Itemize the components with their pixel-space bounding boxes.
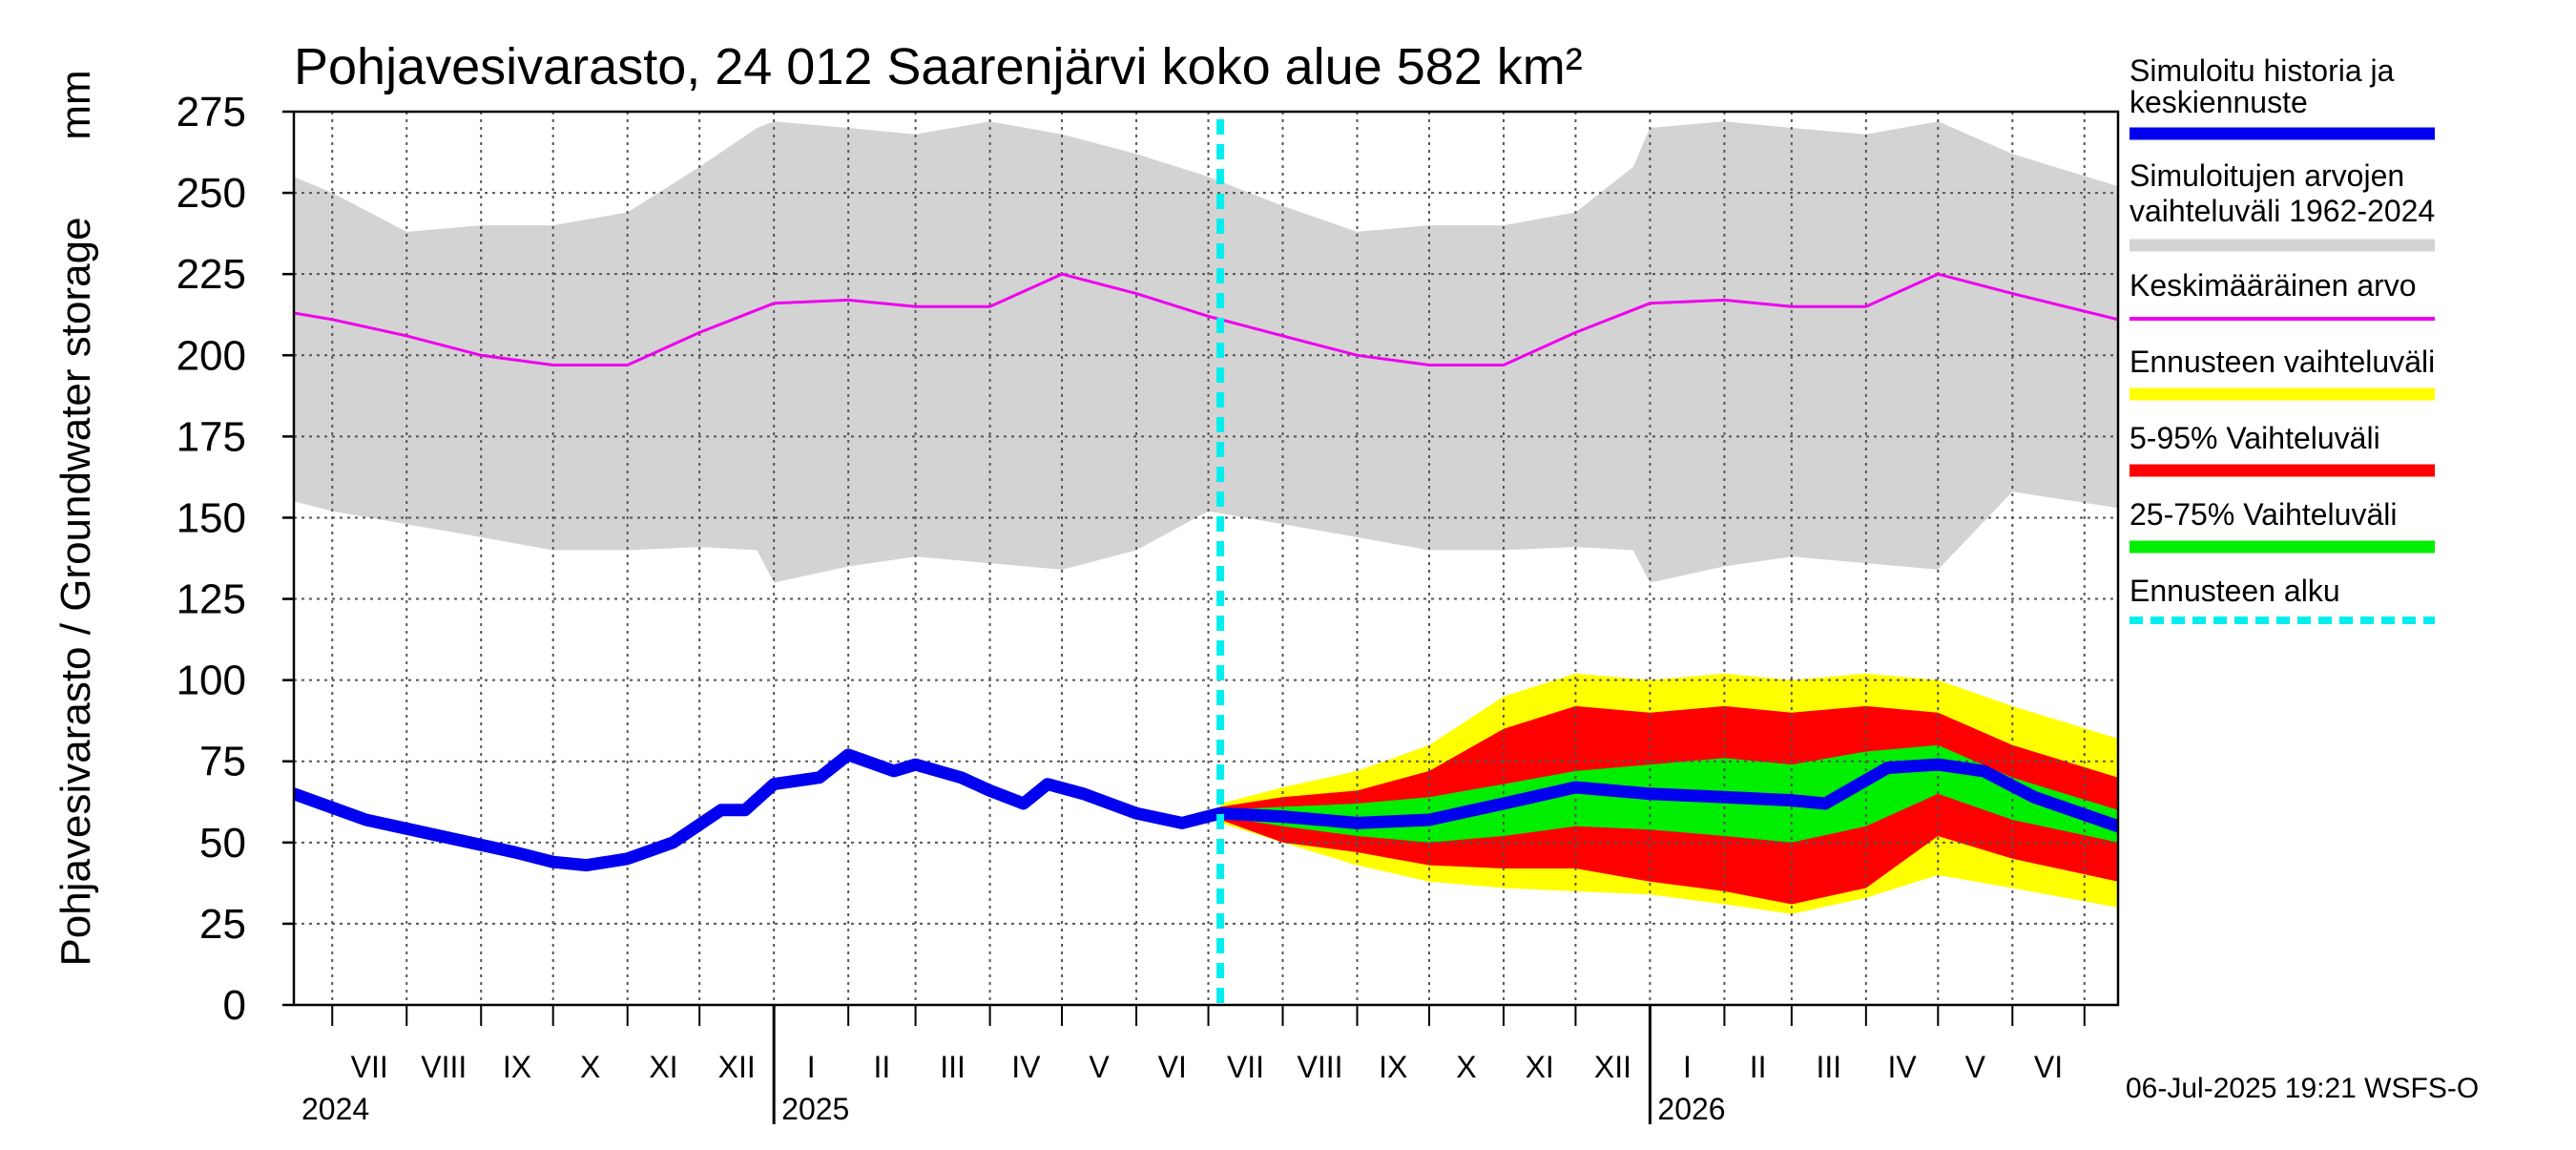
legend-simuloitu-historia-ja-keskiennuste-text: keskiennuste bbox=[2129, 85, 2308, 119]
x-month-label: VIII bbox=[421, 1050, 467, 1084]
y-tick-label: 275 bbox=[177, 89, 246, 136]
x-year-label: 2025 bbox=[781, 1092, 849, 1126]
legend-25-75-vaihteluv-li-text: 25-75% Vaihteluväli bbox=[2129, 497, 2397, 532]
y-tick-label: 150 bbox=[177, 494, 246, 541]
series-history-line bbox=[294, 748, 2118, 872]
legend-simuloitujen-arvojen-vaihteluv-li-1962-2024-text: vaihteluväli 1962-2024 bbox=[2129, 194, 2435, 228]
legend-ennusteen-vaihteluv-li-text: Ennusteen vaihteluväli bbox=[2129, 345, 2435, 379]
x-month-label: I bbox=[807, 1050, 816, 1084]
x-month-label: XII bbox=[1594, 1050, 1631, 1084]
x-year-label: 2024 bbox=[301, 1092, 369, 1126]
y-tick-label: 50 bbox=[199, 820, 246, 867]
series-mean-line bbox=[294, 272, 2118, 366]
x-month-label: XI bbox=[649, 1050, 677, 1084]
y-tick-label: 125 bbox=[177, 576, 246, 623]
x-month-label: IV bbox=[1011, 1050, 1041, 1084]
footer-timestamp: 06-Jul-2025 19:21 WSFS-O bbox=[2126, 1073, 2479, 1104]
y-tick-label: 75 bbox=[199, 739, 246, 785]
x-month-label: IX bbox=[1379, 1050, 1407, 1084]
y-tick-label: 200 bbox=[177, 332, 246, 379]
x-month-label: V bbox=[1965, 1050, 1986, 1084]
legend-ennusteen-alku-text: Ennusteen alku bbox=[2129, 574, 2340, 608]
y-axis-label: Pohjavesivarasto / Groundwater storage bbox=[52, 217, 99, 966]
x-month-label: X bbox=[580, 1050, 600, 1084]
plot-clipped bbox=[294, 112, 2118, 1005]
plot-area bbox=[294, 112, 2118, 1005]
x-month-label: X bbox=[1456, 1050, 1476, 1084]
x-month-label: VII bbox=[1227, 1050, 1264, 1084]
x-month-label: VI bbox=[1158, 1050, 1187, 1084]
legend-simuloitujen-arvojen-vaihteluv-li-1962-2024-text: Simuloitujen arvojen bbox=[2129, 158, 2404, 193]
x-month-label: IX bbox=[503, 1050, 531, 1084]
series-range-band bbox=[294, 121, 2118, 583]
x-month-label: II bbox=[1750, 1050, 1767, 1084]
x-year-label: 2026 bbox=[1657, 1092, 1725, 1126]
legend-simuloitu-historia-ja-keskiennuste-text: Simuloitu historia ja bbox=[2129, 53, 2395, 88]
y-tick-label: 250 bbox=[177, 170, 246, 217]
x-month-label: III bbox=[940, 1050, 966, 1084]
y-tick-label: 225 bbox=[177, 251, 246, 298]
x-month-label: III bbox=[1817, 1050, 1842, 1084]
chart-title: Pohjavesivarasto, 24 012 Saarenjärvi kok… bbox=[294, 38, 1583, 95]
plot-frame bbox=[292, 110, 2120, 1007]
legend-5-95-vaihteluv-li-text: 5-95% Vaihteluväli bbox=[2129, 421, 2380, 455]
y-tick-label: 0 bbox=[223, 982, 246, 1029]
x-month-label: VII bbox=[351, 1050, 388, 1084]
x-month-label: IV bbox=[1887, 1050, 1917, 1084]
x-month-label: V bbox=[1089, 1050, 1110, 1084]
x-month-label: VI bbox=[2034, 1050, 2063, 1084]
y-tick-label: 100 bbox=[177, 658, 246, 704]
x-month-label: XII bbox=[718, 1050, 756, 1084]
x-month-label: I bbox=[1683, 1050, 1692, 1084]
legend-keskim-r-inen-arvo-text: Keskimääräinen arvo bbox=[2129, 268, 2417, 303]
x-month-label: VIII bbox=[1297, 1050, 1342, 1084]
y-tick-label: 25 bbox=[199, 901, 246, 948]
y-tick-label: 175 bbox=[177, 413, 246, 460]
x-month-label: XI bbox=[1526, 1050, 1554, 1084]
y-axis-unit: mm bbox=[52, 70, 99, 139]
x-month-label: II bbox=[873, 1050, 890, 1084]
